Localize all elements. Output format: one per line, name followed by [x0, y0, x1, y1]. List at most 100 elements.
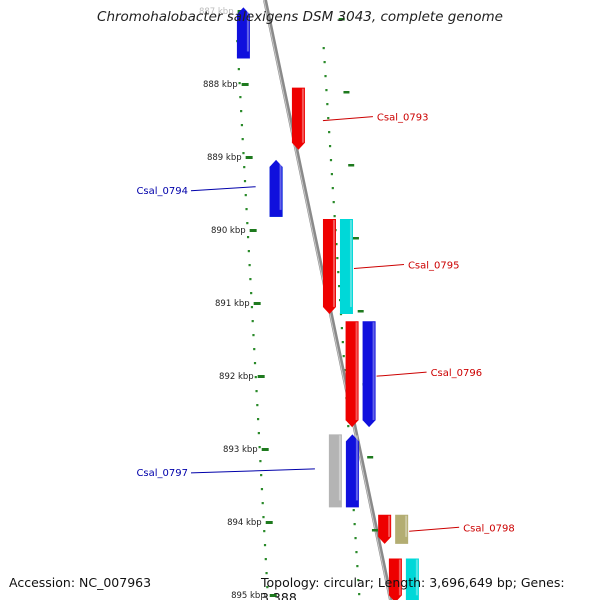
gene-label: Csal_0798: [463, 523, 515, 534]
inner-dot: [252, 334, 255, 337]
tick-label: 893 kbp: [223, 445, 258, 455]
tick-mark: [253, 302, 261, 305]
outer-dot: [323, 61, 326, 64]
outer-dot: [347, 425, 350, 428]
inner-dot: [238, 82, 241, 85]
inner-dot: [263, 530, 266, 533]
inner-dot: [246, 222, 249, 225]
tick-label: 892 kbp: [219, 372, 254, 382]
inner-dot: [250, 292, 253, 295]
outer-dot: [335, 243, 338, 246]
tick-mark: [257, 375, 265, 378]
tick-label: 890 kbp: [211, 226, 246, 236]
inner-dot: [242, 152, 245, 155]
genome-title: Chromohalobacter salexigens DSM 3043, co…: [97, 9, 503, 25]
tick-mark: [269, 594, 277, 597]
gene-label: Csal_0795: [408, 261, 460, 272]
gene-shade: [246, 8, 249, 52]
inner-dot: [248, 264, 251, 267]
inner-dot: [251, 320, 254, 323]
tick-mark: [352, 237, 359, 240]
gene-shade: [355, 322, 358, 421]
gene-shade: [355, 435, 358, 501]
accession-text: Accession: NC_007963: [9, 575, 152, 590]
outer-dot: [342, 355, 345, 358]
tick-label: 895 kbp: [231, 591, 266, 600]
genome-stats-text: Topology: circular; Length: 3,696,649 bp…: [261, 575, 565, 600]
inner-dot: [257, 432, 260, 435]
inner-dot: [243, 166, 246, 169]
inner-dot: [254, 376, 257, 379]
inner-dot: [246, 236, 250, 239]
inner-dot: [264, 558, 267, 561]
inner-dot: [266, 586, 269, 589]
inner-dot: [256, 418, 260, 421]
gene-red-block: [322, 219, 336, 314]
outer-dot: [354, 537, 357, 540]
outer-dot: [356, 565, 359, 568]
gene-blue-block: [236, 7, 250, 59]
inner-dot: [260, 488, 264, 491]
gene-olive-block: [395, 514, 409, 544]
gene-shade: [415, 559, 418, 596]
outer-dot: [328, 145, 332, 148]
outer-dot: [339, 313, 343, 316]
outer-dot: [338, 285, 341, 288]
outer-dot: [327, 117, 330, 120]
gene-cyan-block: [339, 219, 353, 314]
gene-shade: [372, 322, 375, 421]
gene-shade: [279, 160, 282, 210]
gene-red-block: [345, 321, 359, 428]
tick-label: 889 kbp: [207, 153, 242, 163]
outer-dot: [324, 75, 327, 78]
gene-shade: [338, 435, 341, 501]
gene-shade: [398, 559, 401, 596]
inner-dot: [262, 516, 265, 519]
inner-dot: [253, 348, 256, 351]
tick-mark: [261, 448, 269, 451]
gene-red-block: [388, 558, 402, 600]
inner-dot: [259, 460, 262, 463]
inner-dot: [265, 572, 268, 575]
tick-label: 894 kbp: [227, 518, 262, 528]
gene-shade: [388, 515, 391, 537]
outer-dot: [353, 523, 356, 526]
gene-cyan-block: [405, 558, 419, 600]
tick-mark: [343, 91, 350, 94]
outer-dot: [357, 579, 360, 582]
tick-mark: [241, 83, 249, 86]
inner-dot: [245, 208, 248, 211]
gene-blue-block: [269, 159, 283, 217]
gene-shade: [349, 220, 352, 307]
inner-dot: [240, 110, 243, 113]
inner-dot: [244, 194, 247, 197]
gene-red-block: [291, 87, 305, 150]
label-leader-line: [353, 264, 405, 269]
gene-shade: [332, 220, 335, 307]
inner-dot: [263, 544, 267, 547]
tick-label: 887 kbp: [199, 7, 234, 17]
outer-dot: [328, 131, 331, 134]
outer-dot: [333, 215, 336, 218]
tick-mark: [249, 229, 257, 232]
gene-red-block: [378, 514, 392, 544]
inner-dot: [253, 362, 257, 365]
outer-dot: [322, 47, 325, 50]
outer-dot: [355, 551, 358, 554]
outer-dot: [332, 201, 335, 204]
tick-mark: [367, 456, 374, 459]
label-leader-line: [409, 526, 460, 532]
inner-dot: [258, 446, 261, 449]
gene-blue-block: [345, 434, 359, 508]
gene-blue-block: [362, 321, 376, 428]
outer-dot: [330, 173, 333, 176]
outer-dot: [341, 341, 344, 344]
gene-label: Csal_0796: [431, 368, 483, 379]
gene-label: Csal_0793: [377, 113, 429, 124]
outer-dot: [337, 271, 340, 274]
gene-label: Csal_0794: [136, 186, 188, 197]
tick-mark: [348, 164, 355, 167]
outer-dot: [358, 593, 361, 596]
